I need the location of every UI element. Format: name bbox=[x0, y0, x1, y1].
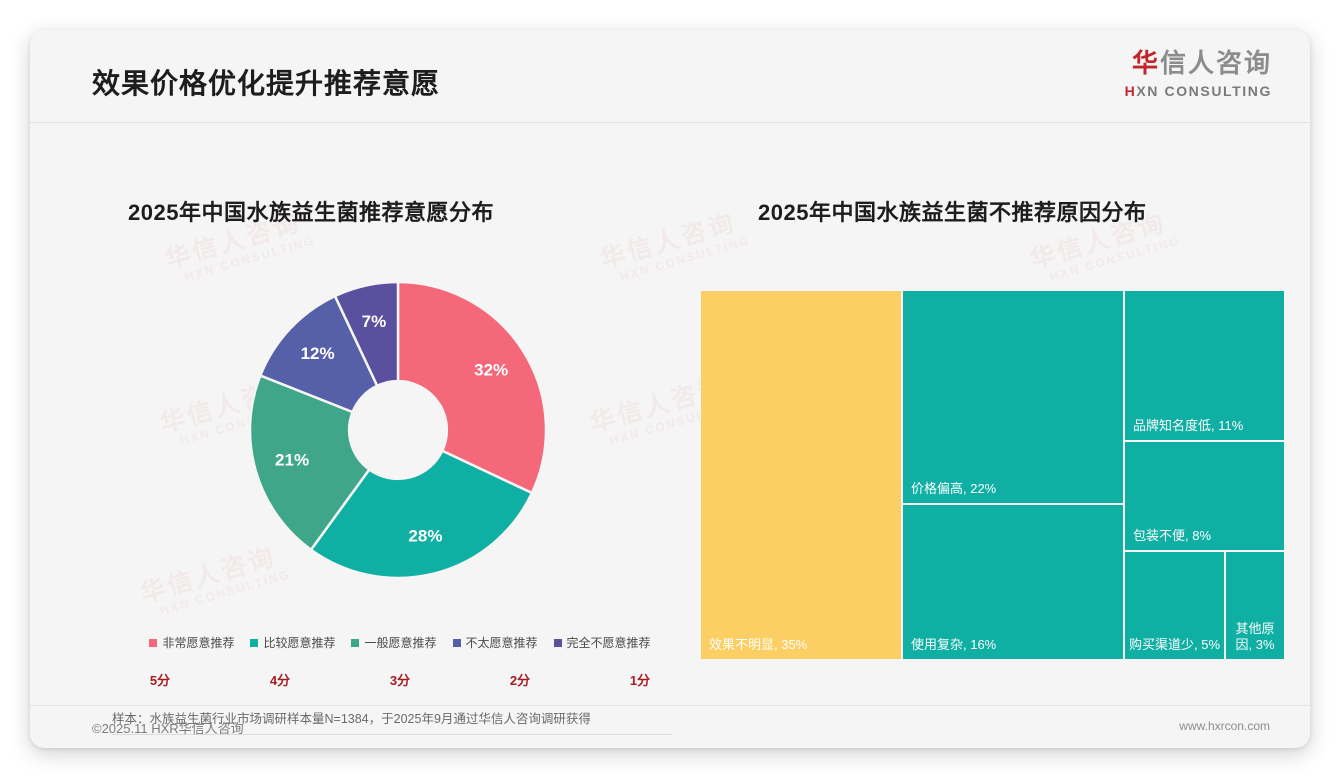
legend-item[interactable]: 一般愿意推荐 bbox=[351, 634, 437, 651]
page-title: 效果价格优化提升推荐意愿 bbox=[92, 68, 441, 99]
donut-slice-label: 21% bbox=[275, 450, 309, 469]
score-label: 4分 bbox=[269, 673, 291, 688]
legend-label: 非常愿意推荐 bbox=[162, 636, 235, 650]
legend-item[interactable]: 比较愿意推荐 bbox=[250, 634, 335, 651]
legend-item[interactable]: 非常愿意推荐 bbox=[149, 634, 234, 651]
legend-label: 一般愿意推荐 bbox=[364, 636, 437, 650]
recommendation-donut-chart: 32% 28% 21% 12% 7% bbox=[248, 280, 548, 580]
header: 效果价格优化提升推荐意愿 华信人咨询 HXN CONSULTING bbox=[30, 30, 1310, 123]
treemap-cell[interactable]: 价格偏高, 22% bbox=[902, 290, 1124, 504]
website-link[interactable]: www.hxrcon.com bbox=[1179, 719, 1270, 733]
donut-slice-label: 28% bbox=[408, 526, 442, 545]
slide-card: 华信人咨询 HXN CONSULTING 华信人咨询 HXN CONSULTIN… bbox=[30, 30, 1310, 748]
legend-item[interactable]: 不太愿意推荐 bbox=[452, 634, 538, 651]
score-label: 1分 bbox=[629, 673, 651, 688]
treemap-cell[interactable]: 购买渠道少, 5% bbox=[1124, 551, 1225, 660]
footer: ©2025.11 HXR华信人咨询 www.hxrcon.com bbox=[30, 705, 1310, 748]
watermark-en: HXN CONSULTING bbox=[183, 232, 317, 284]
score-label: 3分 bbox=[389, 673, 411, 688]
treemap-cell-label: 使用复杂, 16% bbox=[911, 636, 997, 652]
donut-slice-label: 32% bbox=[474, 360, 508, 379]
watermark: 华信人咨询 HXN CONSULTING bbox=[597, 206, 752, 288]
treemap-cell[interactable]: 效果不明显, 35% bbox=[700, 290, 902, 660]
treemap-cell-label: 其他原因, 3% bbox=[1235, 620, 1275, 652]
treemap-cell-label: 品牌知名度低, 11% bbox=[1133, 417, 1244, 433]
logo-en-rest: XN CONSULTING bbox=[1136, 83, 1272, 99]
logo-english-text: HXN CONSULTING bbox=[1125, 84, 1272, 98]
donut-slice-label: 12% bbox=[301, 344, 335, 363]
right-chart-title: 2025年中国水族益生菌不推荐原因分布 bbox=[758, 200, 1147, 225]
company-logo: 华信人咨询 HXN CONSULTING bbox=[1125, 50, 1272, 98]
copyright-text: ©2025.11 HXR华信人咨询 bbox=[92, 721, 244, 736]
treemap-cell[interactable]: 其他原因, 3% bbox=[1225, 551, 1285, 660]
treemap-cell[interactable]: 品牌知名度低, 11% bbox=[1124, 290, 1285, 441]
legend-label: 不太愿意推荐 bbox=[465, 636, 538, 650]
legend-swatch bbox=[149, 638, 158, 647]
watermark-en: HXN CONSULTING bbox=[1048, 232, 1182, 284]
legend-swatch bbox=[351, 638, 360, 647]
legend-label: 比较愿意推荐 bbox=[263, 636, 336, 650]
score-label: 5分 bbox=[149, 673, 171, 688]
score-label: 2分 bbox=[509, 673, 531, 688]
donut-slice[interactable] bbox=[396, 280, 548, 495]
non-recommendation-treemap-chart: 效果不明显, 35% 价格偏高, 22% 使用复杂, 16% 品牌知名度低, 11% 包… bbox=[700, 290, 1285, 660]
treemap-cell-label: 购买渠道少, 5% bbox=[1129, 636, 1221, 652]
score-scale-row: 5分 4分 3分 2分 1分 bbox=[100, 670, 700, 689]
treemap-cell[interactable]: 包装不便, 8% bbox=[1124, 441, 1285, 551]
watermark-cn: 华信人咨询 bbox=[597, 208, 740, 275]
donut-slice[interactable] bbox=[309, 449, 534, 580]
logo-hua-char: 华 bbox=[1131, 48, 1160, 78]
treemap-cell-label: 包装不便, 8% bbox=[1133, 527, 1212, 543]
logo-h-char: H bbox=[1124, 83, 1137, 99]
logo-cn-rest: 信人咨询 bbox=[1159, 48, 1272, 78]
treemap-cell-label: 价格偏高, 22% bbox=[911, 480, 997, 496]
legend-swatch bbox=[553, 638, 562, 647]
legend-swatch bbox=[250, 638, 259, 647]
left-chart-title: 2025年中国水族益生菌推荐意愿分布 bbox=[128, 200, 494, 225]
donut-slice-label: 7% bbox=[362, 312, 387, 331]
sample-note: 样本：水族益生菌行业市场调研样本量N=1384，于2025年9月通过华信人咨询调… bbox=[112, 708, 672, 735]
legend-item[interactable]: 完全不愿意推荐 bbox=[553, 634, 651, 651]
watermark-en: HXN CONSULTING bbox=[618, 232, 752, 284]
legend-swatch bbox=[452, 638, 461, 647]
legend-label: 完全不愿意推荐 bbox=[566, 636, 651, 650]
logo-chinese-text: 华信人咨询 bbox=[1125, 50, 1272, 76]
donut-slice[interactable] bbox=[333, 280, 400, 388]
donut-slice[interactable] bbox=[248, 373, 372, 552]
donut-legend: 非常愿意推荐 比较愿意推荐 一般愿意推荐 不太愿意推荐 完全不愿意推荐 bbox=[100, 634, 700, 651]
treemap-cell[interactable]: 使用复杂, 16% bbox=[902, 504, 1124, 660]
treemap-cell-label: 效果不明显, 35% bbox=[709, 636, 808, 652]
